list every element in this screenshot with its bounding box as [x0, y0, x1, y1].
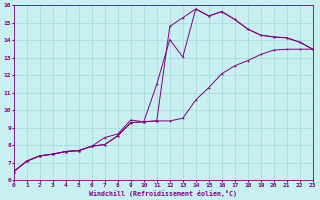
X-axis label: Windchill (Refroidissement éolien,°C): Windchill (Refroidissement éolien,°C) [89, 190, 237, 197]
